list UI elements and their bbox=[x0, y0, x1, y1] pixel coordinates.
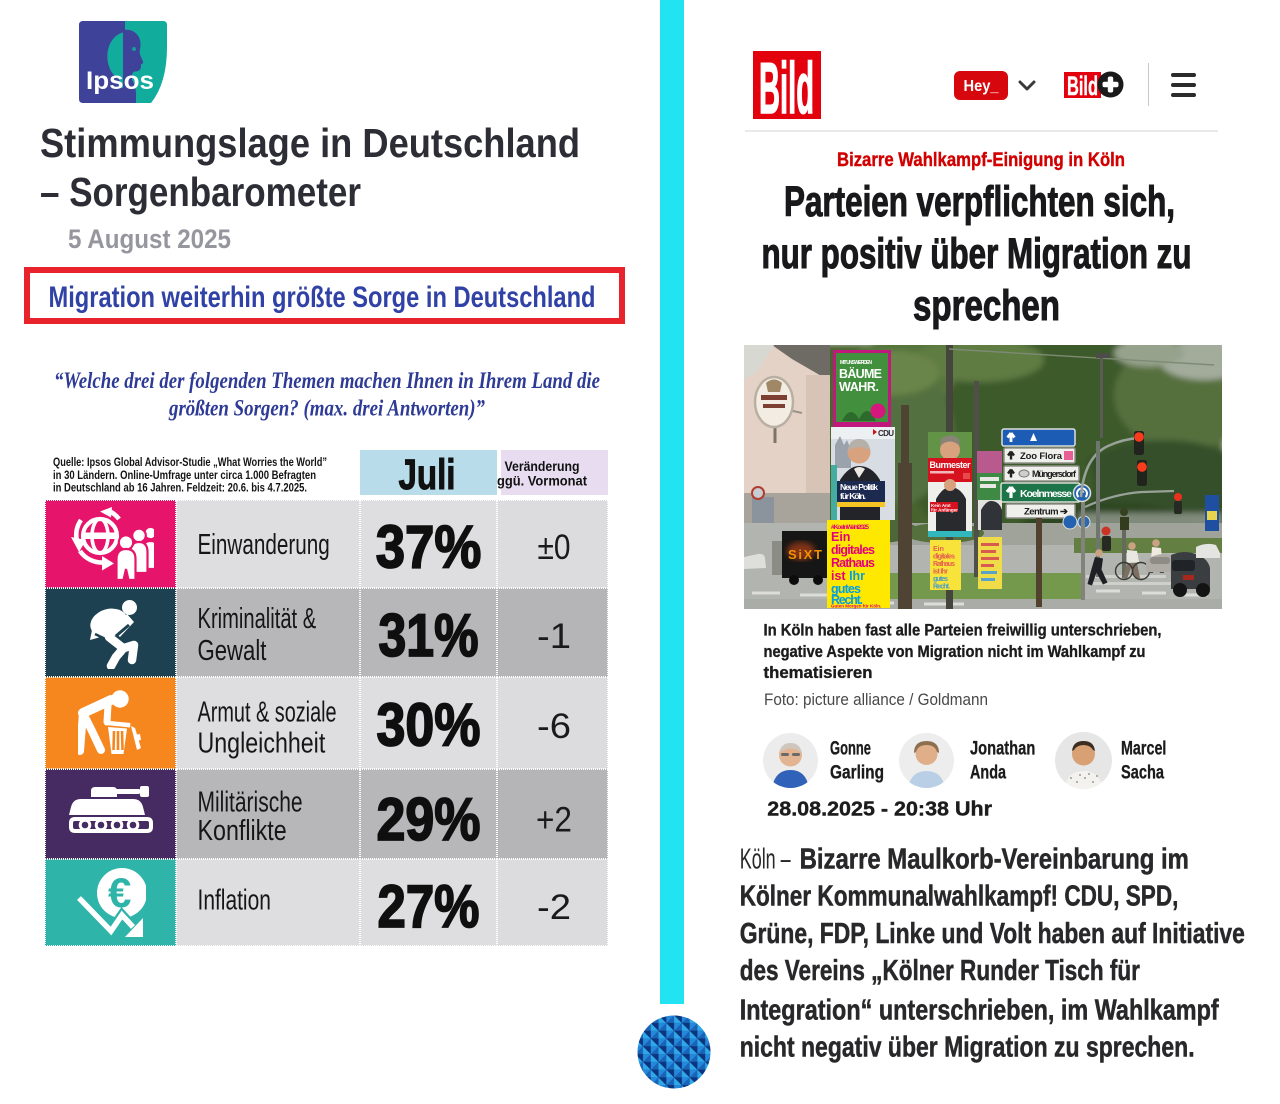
svg-text:Ein: Ein bbox=[933, 546, 944, 553]
svg-text:BÄUME: BÄUME bbox=[839, 366, 882, 381]
svg-text:digitales: digitales bbox=[831, 543, 875, 557]
svg-text:gutes: gutes bbox=[831, 582, 861, 596]
svg-text:größten Sorgen? (max. drei Ant: größten Sorgen? (max. drei Antworten)” bbox=[168, 396, 485, 421]
svg-text:in Deutschland ab 16 Jahren. F: in Deutschland ab 16 Jahren. Feldzeit: 2… bbox=[53, 482, 307, 494]
svg-text:Stimmungslage in Deutschland: Stimmungslage in Deutschland bbox=[40, 120, 580, 166]
svg-text:digitales: digitales bbox=[933, 554, 955, 561]
svg-text:Kein Amt: Kein Amt bbox=[931, 503, 951, 508]
svg-text:Veränderung: Veränderung bbox=[505, 458, 580, 474]
svg-text:±0: ±0 bbox=[538, 527, 571, 567]
svg-text:Burmester: Burmester bbox=[930, 460, 971, 470]
svg-text:SiXT: SiXT bbox=[788, 547, 822, 562]
svg-text:negative Aspekte von Migration: negative Aspekte von Migration nicht im … bbox=[764, 643, 1146, 661]
svg-text:Recht.: Recht. bbox=[933, 584, 950, 591]
svg-text:5 August 2025: 5 August 2025 bbox=[68, 224, 231, 254]
svg-text:€: € bbox=[108, 869, 131, 916]
svg-text:CDU: CDU bbox=[878, 429, 894, 438]
svg-text:WAHR.: WAHR. bbox=[839, 380, 879, 394]
svg-text:Marcel: Marcel bbox=[1121, 739, 1166, 760]
svg-text:des Vereins „Kölner Runder Tis: des Vereins „Kölner Runder Tisch für bbox=[740, 955, 1140, 987]
svg-text:Zoo Flora: Zoo Flora bbox=[1020, 451, 1063, 462]
svg-text:Quelle: Ipsos Global Advisor-S: Quelle: Ipsos Global Advisor-Studie „Wha… bbox=[53, 457, 327, 469]
svg-text:“Welche drei der folgenden The: “Welche drei der folgenden Themen machen… bbox=[54, 368, 600, 393]
svg-text:für Anfänger: für Anfänger bbox=[931, 508, 958, 513]
svg-text:Parteien verpflichten sich,: Parteien verpflichten sich, bbox=[784, 178, 1175, 226]
svg-text:31%: 31% bbox=[379, 602, 479, 669]
svg-text:gutes: gutes bbox=[933, 576, 948, 583]
svg-text:nur positiv über Migration zu: nur positiv über Migration zu bbox=[762, 230, 1192, 278]
svg-text:Köln –: Köln – bbox=[740, 844, 792, 876]
svg-text:Bizarre Maulkorb-Vereinbarung: Bizarre Maulkorb-Vereinbarung im bbox=[800, 844, 1189, 876]
svg-text:ist Ihr: ist Ihr bbox=[933, 569, 948, 576]
svg-text:28.08.2025 - 20:38 Uhr: 28.08.2025 - 20:38 Uhr bbox=[767, 799, 992, 821]
svg-text:Integration“ unterschrieben, i: Integration“ unterschrieben, im Wahlkamp… bbox=[740, 994, 1219, 1026]
svg-text:nicht negativ über Migration z: nicht negativ über Migration zu sprechen… bbox=[740, 1032, 1195, 1064]
svg-text:29%: 29% bbox=[377, 786, 481, 853]
svg-text:Kriminalität &: Kriminalität & bbox=[198, 603, 317, 635]
svg-text:Ungleichheit: Ungleichheit bbox=[198, 728, 326, 760]
svg-text:in 30 Ländern. Online-Umfrage: in 30 Ländern. Online-Umfrage unter circ… bbox=[53, 470, 316, 482]
svg-text:– Sorgenbarometer: – Sorgenbarometer bbox=[40, 169, 361, 215]
svg-text:#KoelnWahl2025: #KoelnWahl2025 bbox=[831, 524, 869, 531]
svg-text:Hey_: Hey_ bbox=[964, 78, 1000, 95]
svg-text:sprechen: sprechen bbox=[913, 282, 1060, 330]
svg-text:Garling: Garling bbox=[830, 763, 884, 784]
svg-text:30%: 30% bbox=[377, 692, 481, 759]
svg-text:Jonathan: Jonathan bbox=[970, 739, 1035, 760]
svg-text:Foto: picture alliance / Goldm: Foto: picture alliance / Goldmann bbox=[764, 690, 988, 709]
svg-text:27%: 27% bbox=[378, 873, 480, 940]
svg-text:Bizarre Wahlkampf-Einigung in: Bizarre Wahlkampf-Einigung in Köln bbox=[837, 149, 1125, 171]
svg-text:Inflation: Inflation bbox=[198, 885, 271, 917]
svg-text:37%: 37% bbox=[376, 514, 482, 581]
svg-text:Ein: Ein bbox=[831, 530, 850, 544]
svg-text:Guten Morgen für Köln.: Guten Morgen für Köln. bbox=[831, 604, 881, 609]
svg-text:Armut & soziale: Armut & soziale bbox=[198, 697, 337, 729]
svg-text:Kölner Kommunalwahlkampf! CDU,: Kölner Kommunalwahlkampf! CDU, SPD, bbox=[740, 881, 1179, 913]
svg-text:MIT UNS WERDEN: MIT UNS WERDEN bbox=[840, 360, 872, 366]
svg-text:Recht.: Recht. bbox=[831, 593, 863, 607]
svg-text:+2: +2 bbox=[536, 800, 572, 840]
svg-text:Koelnmesse: Koelnmesse bbox=[1020, 488, 1072, 500]
svg-text:Gonne: Gonne bbox=[830, 739, 871, 760]
svg-text:Konflikte: Konflikte bbox=[198, 815, 287, 847]
svg-text:ggü. Vormonat: ggü. Vormonat bbox=[497, 473, 587, 489]
svg-text:ist Ihr: ist Ihr bbox=[831, 569, 865, 583]
svg-text:-2: -2 bbox=[537, 887, 571, 927]
svg-text:Sacha: Sacha bbox=[1121, 763, 1164, 784]
svg-text:Militärische: Militärische bbox=[198, 787, 303, 819]
svg-text:Grüne, FDP, Linke und Volt hab: Grüne, FDP, Linke und Volt haben auf Ini… bbox=[740, 918, 1245, 950]
svg-text:Ipsos: Ipsos bbox=[86, 67, 154, 95]
svg-text:Neue Politik: Neue Politik bbox=[840, 482, 878, 492]
svg-text:Zentrum ➔: Zentrum ➔ bbox=[1024, 507, 1069, 518]
svg-text:thematisieren: thematisieren bbox=[764, 664, 873, 682]
svg-text:Anda: Anda bbox=[970, 763, 1006, 784]
svg-text:Bild: Bild bbox=[1067, 72, 1098, 98]
svg-text:Rathaus: Rathaus bbox=[933, 561, 955, 568]
svg-text:Rathaus: Rathaus bbox=[831, 556, 875, 570]
svg-text:für Köln.: für Köln. bbox=[840, 491, 866, 501]
svg-text:Bild: Bild bbox=[759, 51, 814, 119]
svg-text:-1: -1 bbox=[537, 616, 571, 656]
svg-text:-6: -6 bbox=[537, 706, 571, 746]
svg-text:Migration weiterhin größte Sor: Migration weiterhin größte Sorge in Deut… bbox=[49, 281, 596, 314]
svg-text:Gewalt: Gewalt bbox=[198, 635, 267, 667]
svg-text:Juli: Juli bbox=[399, 451, 456, 499]
svg-text:Einwanderung: Einwanderung bbox=[198, 529, 330, 561]
svg-text:In Köln haben fast alle Partei: In Köln haben fast alle Parteien freiwil… bbox=[764, 622, 1162, 640]
svg-text:Müngersdorf: Müngersdorf bbox=[1032, 469, 1077, 479]
